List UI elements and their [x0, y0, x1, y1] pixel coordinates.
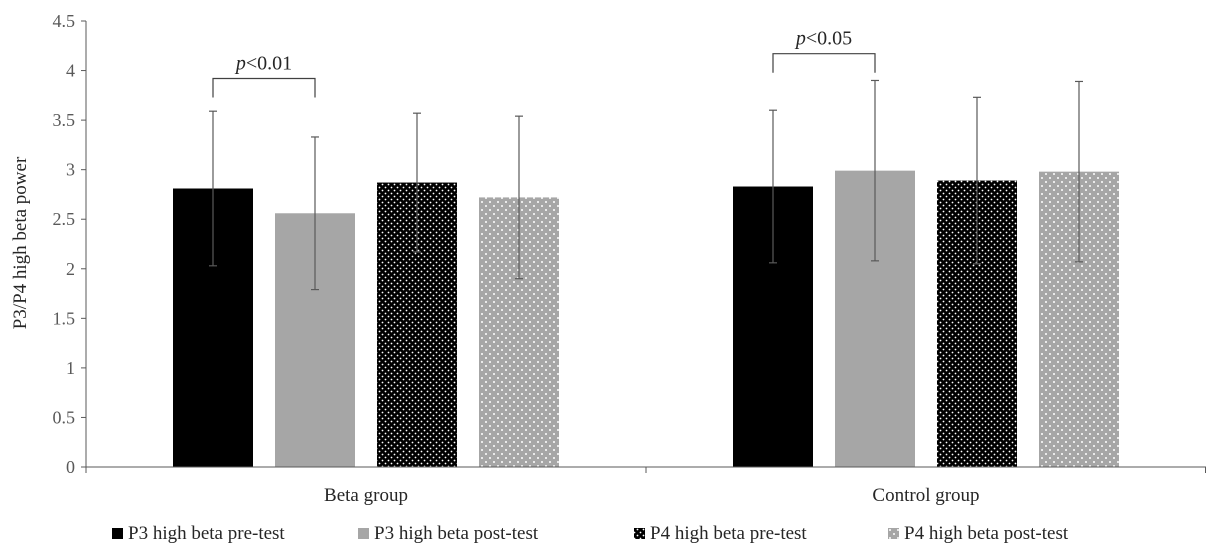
legend-label: P4 high beta pre-test	[650, 523, 807, 544]
y-tick-label: 1.5	[53, 308, 76, 328]
legend-label: P4 high beta post-test	[904, 523, 1069, 544]
category-label: Control group	[872, 485, 979, 506]
y-tick-label: 3.5	[53, 110, 76, 130]
legend-label: P3 high beta pre-test	[128, 523, 285, 544]
y-tick-label: 4.5	[53, 11, 76, 31]
y-tick-label: 0	[66, 457, 75, 477]
legend-swatch	[634, 528, 645, 539]
y-tick-label: 2	[66, 259, 75, 279]
y-tick-label: 4	[66, 61, 75, 81]
y-tick-label: 1	[66, 358, 75, 378]
significance-label: p<0.05	[794, 28, 852, 50]
legend-label: P3 high beta post-test	[374, 523, 539, 544]
legend-swatch	[888, 528, 899, 539]
legend-swatch	[112, 528, 123, 539]
y-tick-label: 2.5	[53, 209, 76, 229]
y-tick-label: 3	[66, 160, 75, 180]
y-tick-label: 0.5	[53, 407, 76, 427]
category-label: Beta group	[324, 485, 408, 506]
significance-label: p<0.01	[234, 52, 292, 74]
significance-bracket	[212, 77, 316, 98]
y-axis-title: P3/P4 high beta power	[10, 156, 31, 329]
significance-bracket	[772, 53, 876, 73]
legend-swatch	[358, 528, 369, 539]
